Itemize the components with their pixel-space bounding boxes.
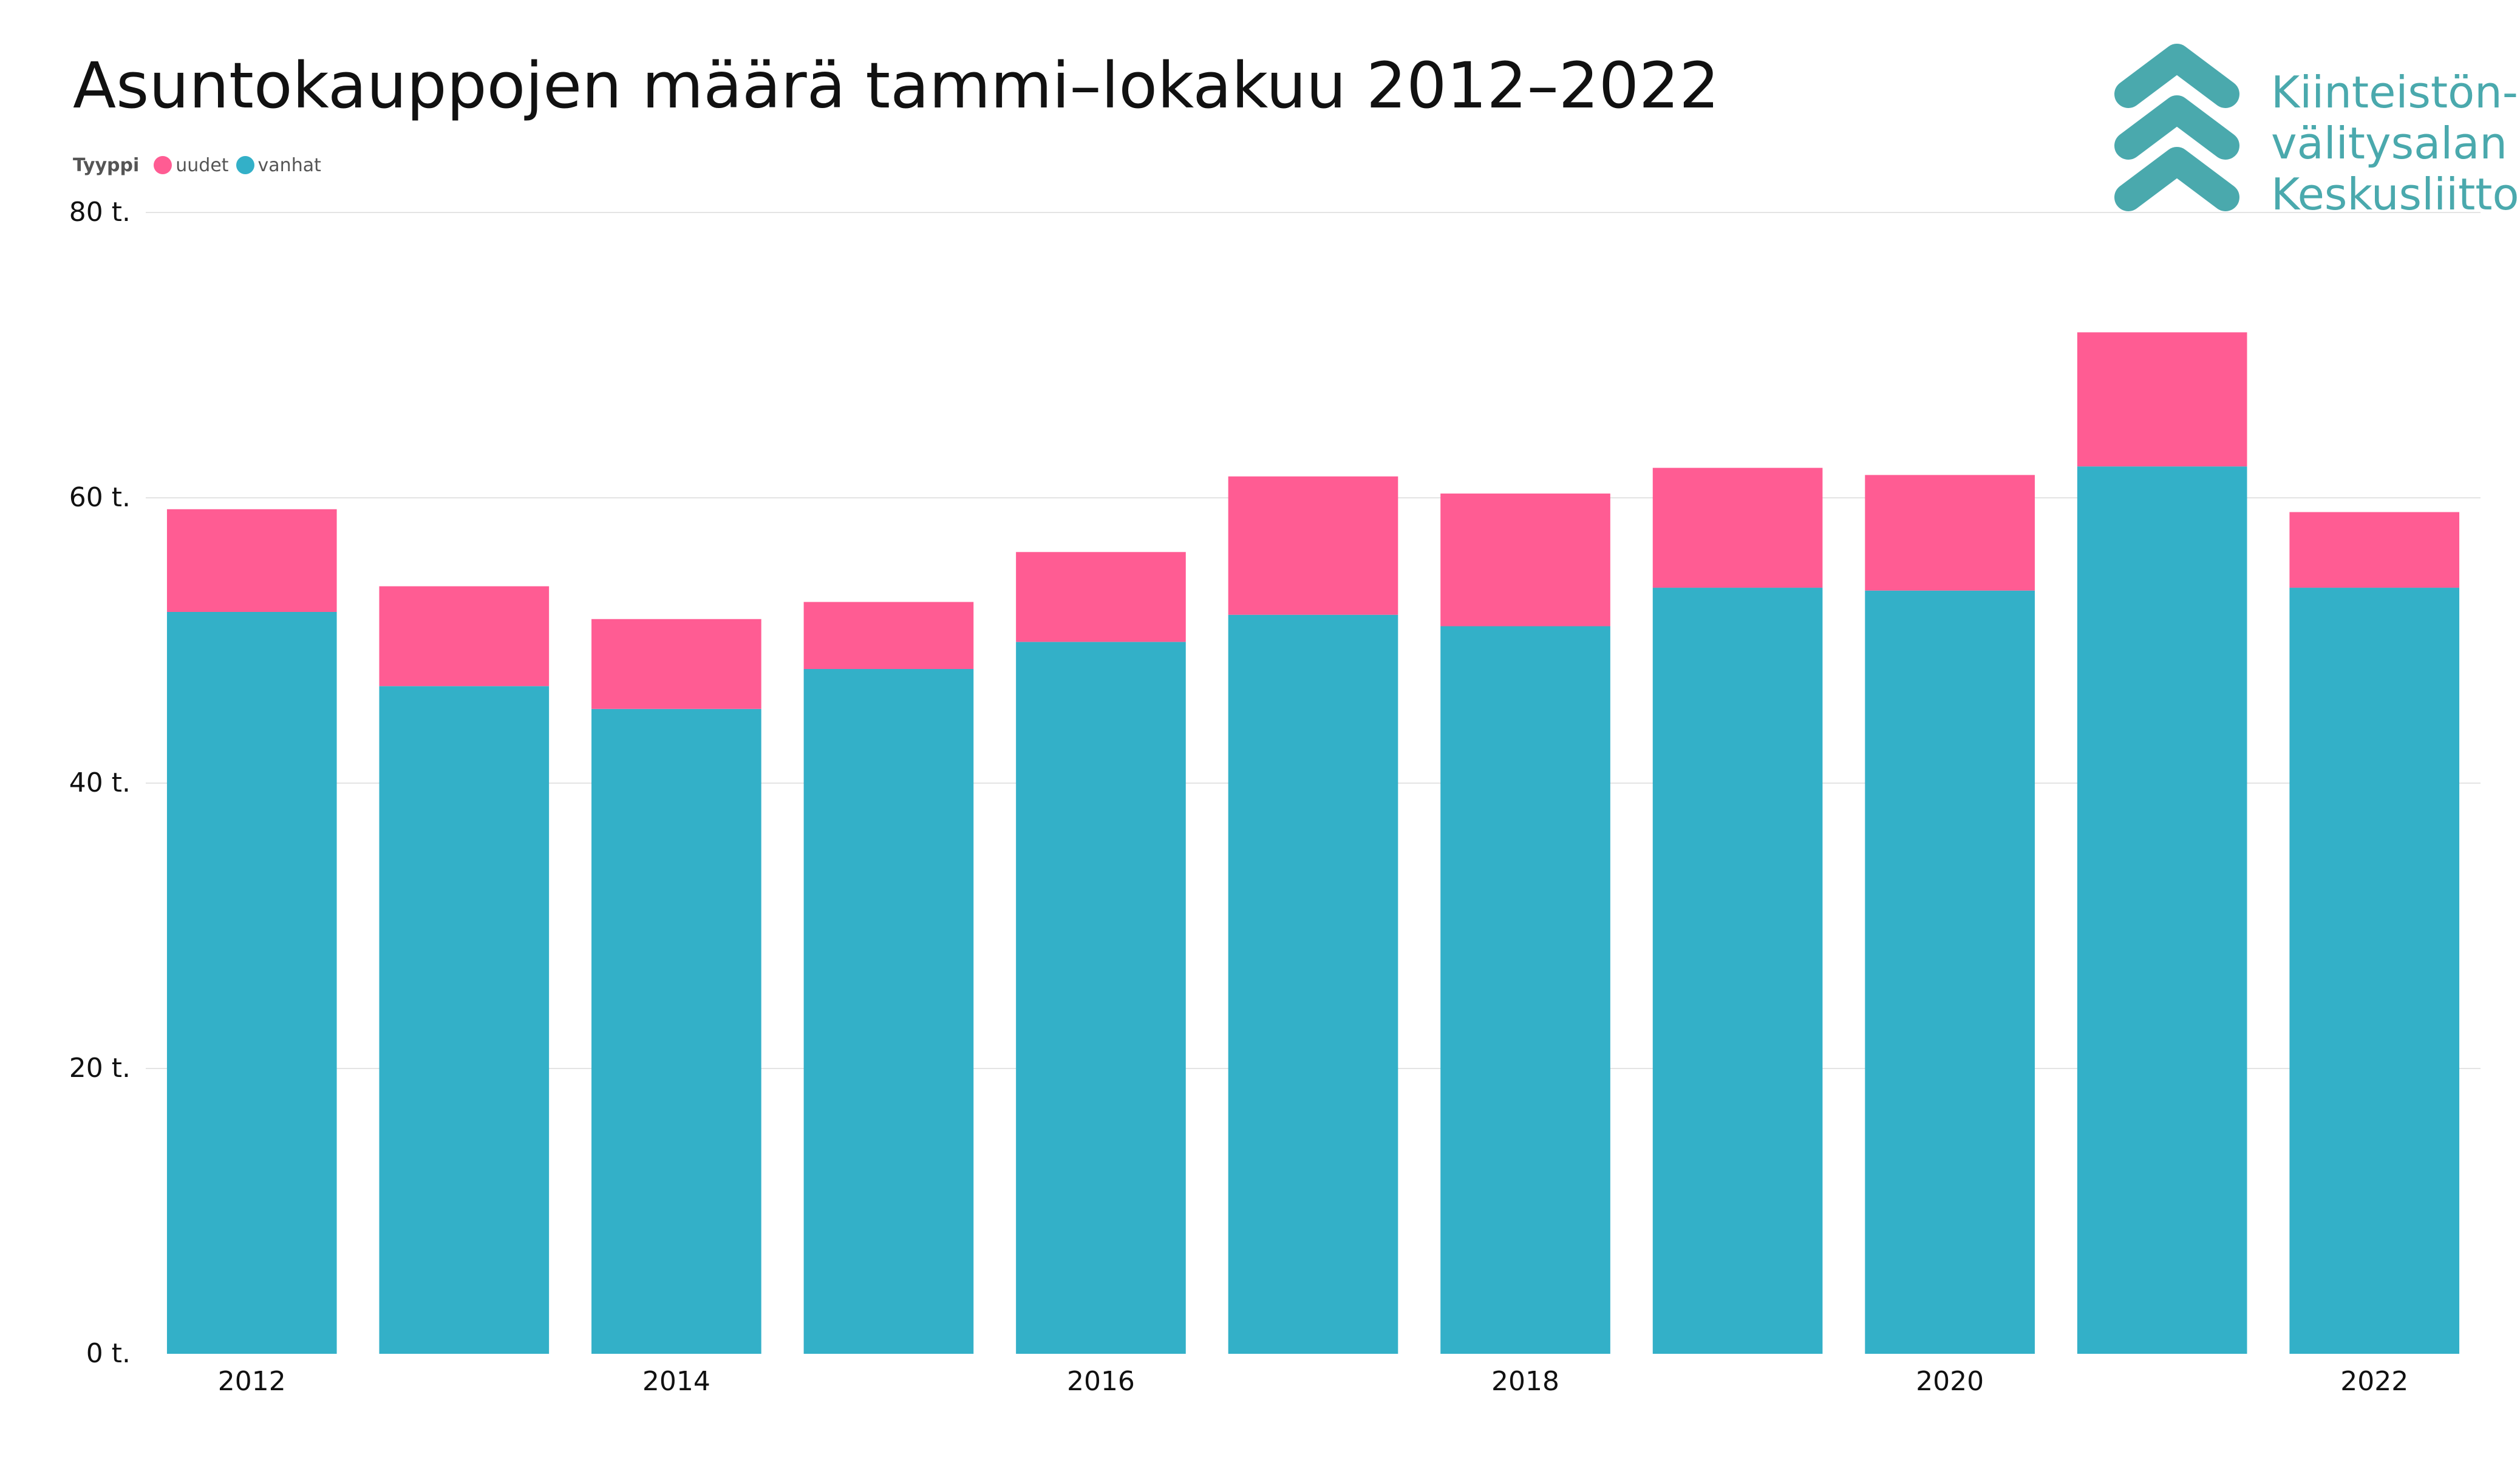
legend-item-uudet[interactable]: uudet xyxy=(154,154,229,176)
legend-item-vanhat[interactable]: vanhat xyxy=(236,155,321,176)
bar-uudet-2022[interactable] xyxy=(2289,512,2460,588)
y-axis-labels: 0 t. 20 t. 40 t. 60 t. 80 t. xyxy=(69,197,131,1369)
bar-vanhat-2016[interactable] xyxy=(1016,642,1186,1354)
bar-uudet-2012[interactable] xyxy=(166,509,337,612)
logo-line-3: Keskusliitto xyxy=(2271,169,2519,220)
y-tick-label: 20 t. xyxy=(69,1053,131,1084)
x-tick-label: 2012 xyxy=(218,1366,286,1397)
bar-uudet-2020[interactable] xyxy=(1865,475,2035,591)
logo-line-1: Kiinteistön- xyxy=(2271,67,2518,118)
x-tick-label: 2018 xyxy=(1491,1366,1559,1397)
y-tick-label: 40 t. xyxy=(69,767,131,798)
bar-vanhat-2022[interactable] xyxy=(2289,588,2460,1354)
bars xyxy=(166,332,2460,1354)
bar-uudet-2015[interactable] xyxy=(803,602,974,669)
bar-uudet-2016[interactable] xyxy=(1016,552,1186,642)
bar-uudet-2013[interactable] xyxy=(379,586,550,687)
bar-vanhat-2019[interactable] xyxy=(1652,588,1823,1354)
chart-title: Asuntokauppojen määrä tammi–lokakuu 2012… xyxy=(73,49,1720,123)
bar-vanhat-2018[interactable] xyxy=(1440,626,1610,1354)
bar-vanhat-2014[interactable] xyxy=(591,708,761,1354)
bar-vanhat-2020[interactable] xyxy=(1865,590,2035,1354)
bar-vanhat-2012[interactable] xyxy=(166,612,337,1354)
x-tick-label: 2020 xyxy=(1916,1366,1984,1397)
x-tick-label: 2022 xyxy=(2340,1366,2408,1397)
bar-uudet-2018[interactable] xyxy=(1440,493,1610,627)
y-tick-label: 0 t. xyxy=(86,1338,131,1369)
legend: Tyyppi uudet vanhat xyxy=(73,151,329,180)
legend-title: Tyyppi xyxy=(73,154,140,176)
legend-label-vanhat: vanhat xyxy=(257,154,321,176)
legend-dot-vanhat xyxy=(236,156,254,174)
y-tick-label: 80 t. xyxy=(69,197,131,228)
bar-uudet-2021[interactable] xyxy=(2077,332,2247,467)
legend-dot-uudet xyxy=(154,156,172,174)
y-tick-label: 60 t. xyxy=(69,482,131,513)
bar-vanhat-2021[interactable] xyxy=(2077,466,2247,1354)
x-tick-label: 2014 xyxy=(642,1366,710,1397)
x-tick-label: 2016 xyxy=(1067,1366,1135,1397)
bar-vanhat-2015[interactable] xyxy=(803,669,974,1354)
bar-uudet-2017[interactable] xyxy=(1228,476,1398,615)
bar-vanhat-2013[interactable] xyxy=(379,686,550,1354)
logo-line-2: välitysalan xyxy=(2271,118,2507,169)
logo-text: Kiinteistön- välitysalan Keskusliitto xyxy=(2271,67,2519,220)
legend-label-uudet: uudet xyxy=(175,154,229,176)
bar-uudet-2014[interactable] xyxy=(591,619,761,709)
x-axis-labels: 2012 2014 2016 2018 2020 2022 xyxy=(218,1366,2408,1397)
bar-vanhat-2017[interactable] xyxy=(1228,614,1398,1354)
bar-uudet-2019[interactable] xyxy=(1652,467,1823,588)
logo-chevrons-icon xyxy=(2114,44,2239,211)
